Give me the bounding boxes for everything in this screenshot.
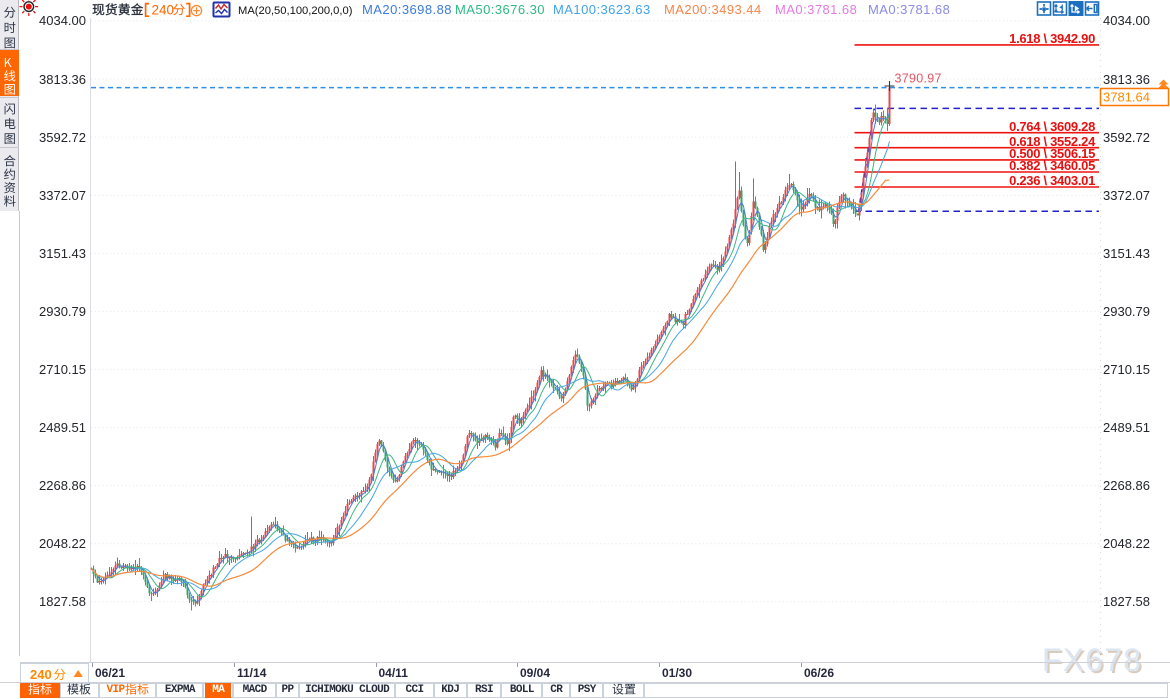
svg-text:MA100:3623.63: MA100:3623.63 xyxy=(553,2,651,17)
svg-text:240: 240 xyxy=(152,3,175,18)
svg-text:MA0:3781.68: MA0:3781.68 xyxy=(868,2,950,17)
svg-text:240: 240 xyxy=(30,667,52,682)
svg-text:MA0:3781.68: MA0:3781.68 xyxy=(775,2,857,17)
svg-text:MA(20,50,100,200,0,0): MA(20,50,100,200,0,0) xyxy=(238,5,353,17)
svg-text:3790.97: 3790.97 xyxy=(895,72,942,86)
svg-text:MA20:3698.88: MA20:3698.88 xyxy=(362,2,452,17)
svg-text:MA200:3493.44: MA200:3493.44 xyxy=(664,2,762,17)
svg-text:MA50:3676.30: MA50:3676.30 xyxy=(455,2,545,17)
